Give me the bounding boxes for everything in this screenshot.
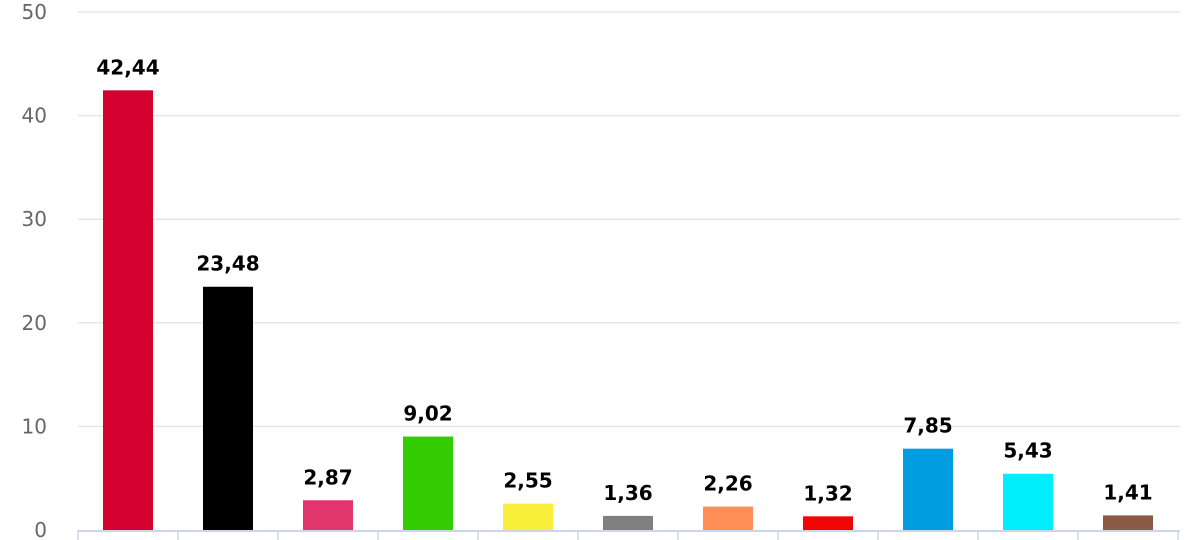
- bar: [303, 500, 353, 530]
- y-tick-label: 20: [22, 311, 47, 335]
- bar-value-label: 2,87: [303, 465, 352, 489]
- bar: [203, 287, 253, 530]
- y-tick-label: 10: [22, 414, 47, 438]
- bar-value-label: 1,41: [1103, 480, 1152, 504]
- bar-value-label: 23,48: [196, 252, 259, 276]
- bar: [803, 516, 853, 530]
- bar-value-label: 7,85: [903, 414, 952, 438]
- y-tick-label: 40: [22, 104, 47, 128]
- bar: [1003, 474, 1053, 530]
- bar: [903, 449, 953, 530]
- bar: [1103, 515, 1153, 530]
- data-labels: 42,44 23,48 2,87 9,02 2,55 1,36 2,26 1,32 7,85 5,…: [96, 55, 1152, 505]
- bar-value-label: 1,36: [603, 481, 652, 505]
- bar-value-label: 2,26: [703, 472, 752, 496]
- bar: [603, 516, 653, 530]
- y-axis-ticks: 0 10 20 30 40 50: [22, 0, 47, 540]
- y-tick-label: 30: [22, 207, 47, 231]
- bar-value-label: 2,55: [503, 469, 552, 493]
- bar-value-label: 9,02: [403, 402, 452, 426]
- bar: [403, 437, 453, 530]
- y-tick-label: 50: [22, 0, 47, 24]
- bar-value-label: 5,43: [1003, 439, 1052, 463]
- bar: [503, 504, 553, 530]
- bars: [103, 90, 1153, 530]
- bar: [103, 90, 153, 530]
- y-tick-label: 0: [34, 518, 47, 540]
- bar-value-label: 1,32: [803, 481, 852, 505]
- x-axis: [78, 530, 1180, 540]
- bar-value-label: 42,44: [96, 55, 159, 79]
- bar: [703, 507, 753, 530]
